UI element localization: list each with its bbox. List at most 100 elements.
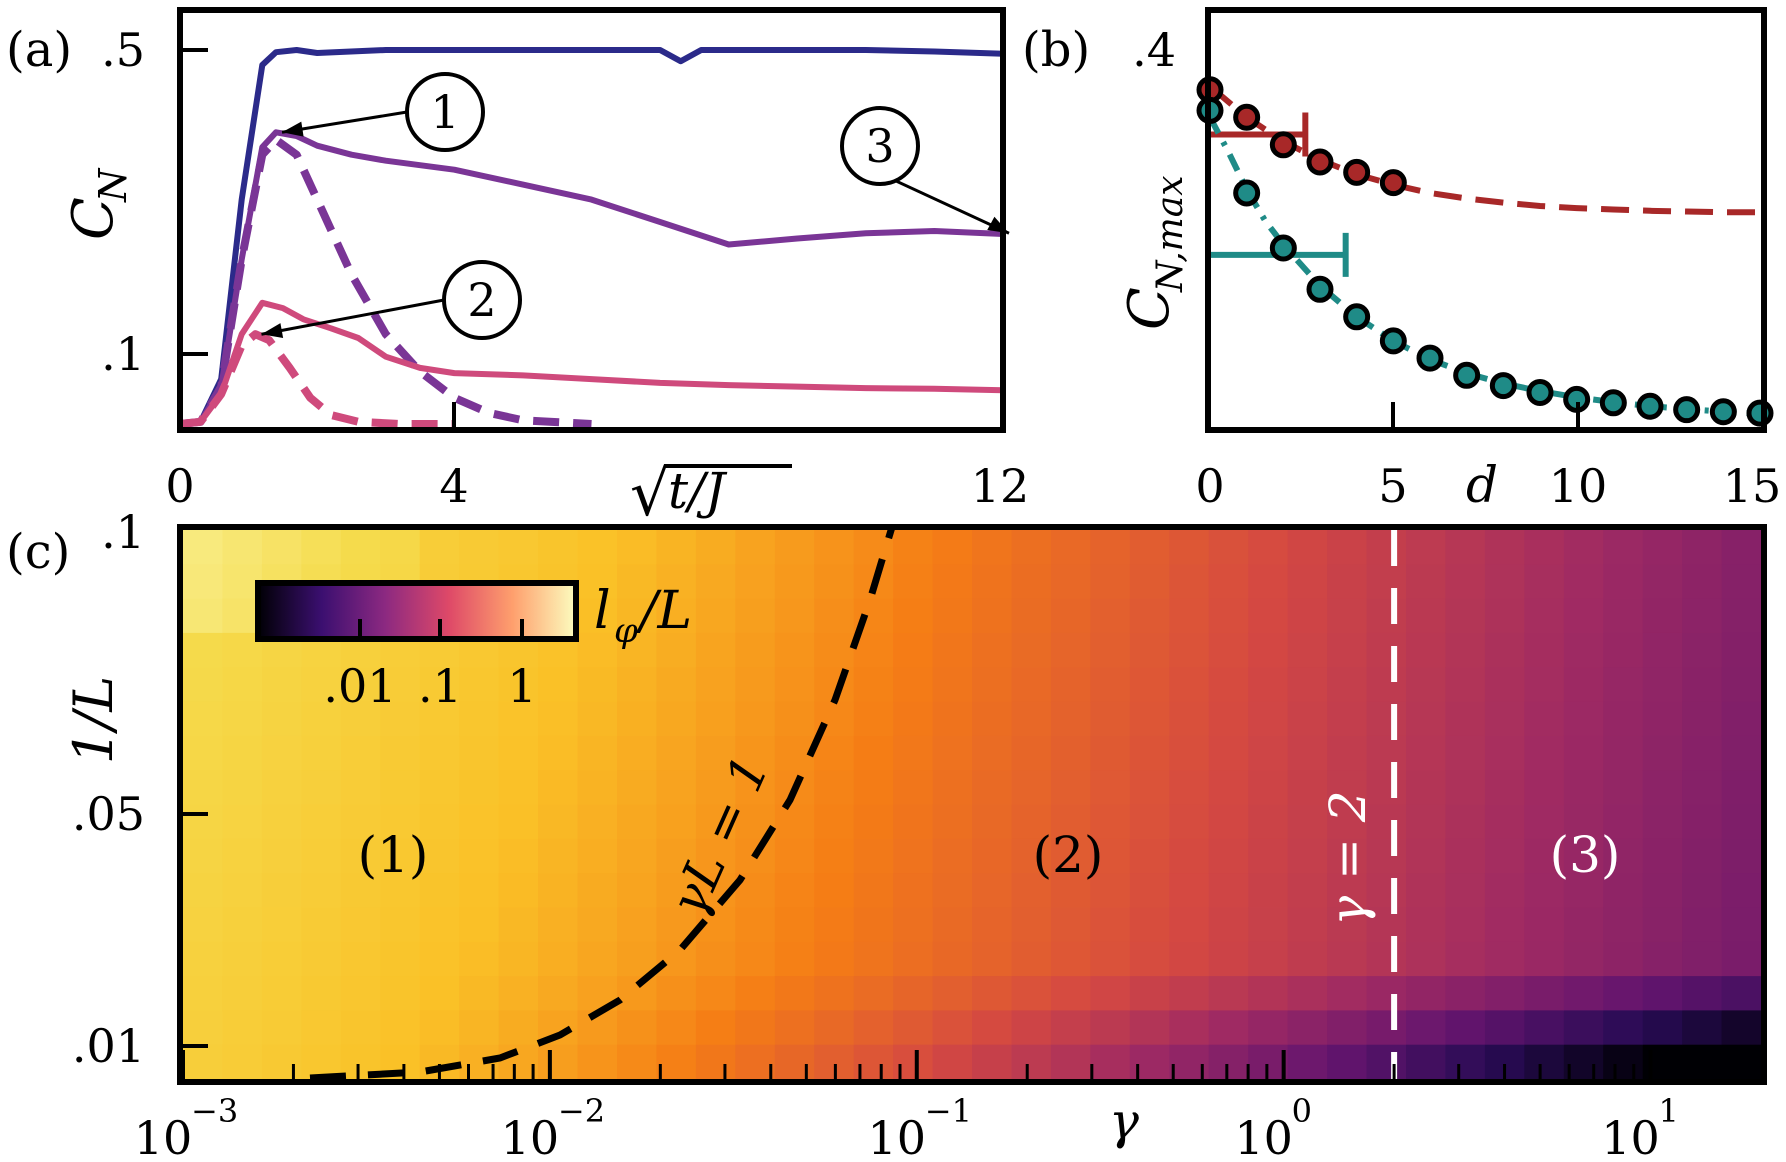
heatmap-cell <box>1406 598 1447 634</box>
heatmap-cell <box>183 804 224 840</box>
panel-c-ytick-label: .01 <box>72 1019 145 1073</box>
heatmap-cell <box>1248 667 1289 703</box>
heatmap-cell <box>222 976 263 1012</box>
heatmap-cell <box>538 907 579 943</box>
region-label: (2) <box>1033 826 1104 884</box>
heatmap-cell <box>1090 667 1131 703</box>
panel-a-xlabel: t/J <box>668 462 728 520</box>
heatmap-cell <box>1524 976 1565 1012</box>
heatmap-cell <box>1011 1010 1052 1046</box>
heatmap-cell <box>617 564 658 600</box>
heatmap-cell <box>419 530 460 566</box>
region-label: (1) <box>358 826 429 884</box>
heatmap-cell <box>301 838 342 874</box>
heatmap-cell <box>1563 530 1605 566</box>
heatmap-cell <box>1603 1044 1644 1080</box>
heatmap-cell <box>1484 941 1526 977</box>
heatmap-cell <box>1484 907 1526 943</box>
heatmap-cell <box>656 564 697 600</box>
panel-b-point <box>1343 303 1371 331</box>
heatmap-cell <box>893 735 934 771</box>
heatmap-cell <box>1090 976 1131 1012</box>
heatmap-cell <box>1050 838 1092 874</box>
heatmap-cell <box>1484 873 1526 909</box>
heatmap-cell <box>972 941 1013 977</box>
heatmap-cell <box>617 907 658 943</box>
heatmap-cell <box>932 873 973 909</box>
heatmap-cell <box>1445 564 1486 600</box>
heatmap-cell <box>498 701 539 737</box>
heatmap-cell <box>1011 667 1052 703</box>
panel-b-point <box>1379 327 1407 355</box>
heatmap-cell <box>1563 1010 1605 1046</box>
heatmap-cell <box>1129 735 1171 771</box>
panel-b-point <box>1673 396 1701 424</box>
heatmap-cell <box>735 598 776 634</box>
heatmap-cell <box>893 1010 934 1046</box>
panel-b-point <box>1306 148 1334 176</box>
heatmap-cell <box>1366 1044 1407 1080</box>
heatmap-cell <box>1721 1044 1762 1080</box>
heatmap-cell <box>1563 598 1605 634</box>
heatmap-cell <box>340 530 382 566</box>
heatmap-cell <box>893 804 934 840</box>
heatmap-cell <box>1366 735 1407 771</box>
heatmap-cell <box>1603 632 1644 668</box>
panel-c-xtick-exponent: 0 <box>1292 1092 1312 1130</box>
heatmap-cell <box>932 976 973 1012</box>
heatmap-cell <box>814 976 855 1012</box>
heatmap-cell <box>1563 564 1605 600</box>
heatmap-cell <box>183 873 224 909</box>
panel-a-ytick-label: .5 <box>101 23 145 77</box>
heatmap-cell <box>932 804 973 840</box>
heatmap-cell <box>814 564 855 600</box>
panel-a-xtick-label: 12 <box>971 459 1030 513</box>
heatmap-cell <box>1721 667 1762 703</box>
heatmap-cell <box>1721 1010 1762 1046</box>
heatmap-cell <box>1287 838 1328 874</box>
heatmap-cell <box>498 530 539 566</box>
heatmap-cell <box>932 735 973 771</box>
heatmap-cell <box>538 735 579 771</box>
heatmap-cell <box>301 976 342 1012</box>
heatmap-cell <box>1090 735 1131 771</box>
heatmap-cell <box>1050 598 1092 634</box>
heatmap-cell <box>1563 667 1605 703</box>
panel-a-series-line-4 <box>179 330 455 428</box>
heatmap-cell <box>459 873 500 909</box>
heatmap-cell <box>1682 976 1723 1012</box>
heatmap-cell <box>419 873 460 909</box>
heatmap-cell <box>1406 735 1447 771</box>
heatmap-cell <box>1248 598 1289 634</box>
heatmap-cell <box>1682 770 1723 806</box>
heatmap-cell <box>774 838 816 874</box>
heatmap-cell <box>1406 804 1447 840</box>
panel-a-ylabel-main: C <box>61 197 126 240</box>
panel-c-frame <box>177 524 1767 1085</box>
heatmap-cell <box>1406 976 1447 1012</box>
heatmap-cell <box>577 941 618 977</box>
heatmap-cell <box>656 941 697 977</box>
heatmap-cell <box>735 1044 776 1080</box>
heatmap-cell <box>498 1010 539 1046</box>
heatmap-cell <box>1208 838 1249 874</box>
heatmap-cell <box>1129 976 1171 1012</box>
heatmap-cell <box>1524 804 1565 840</box>
heatmap-cell <box>1090 941 1131 977</box>
heatmap-cell <box>1169 564 1210 600</box>
heatmap-cell <box>301 907 342 943</box>
heatmap-cell <box>340 735 382 771</box>
heatmap-cell <box>1327 530 1368 566</box>
heatmap-cell <box>1406 667 1447 703</box>
heatmap-cell <box>1169 701 1210 737</box>
heatmap-cell <box>1327 667 1368 703</box>
heatmap-cell <box>380 941 421 977</box>
heatmap-cell <box>695 804 737 840</box>
heatmap-cell <box>498 735 539 771</box>
panel-c-xtick-exponent: −3 <box>191 1092 238 1130</box>
heatmap-cell <box>577 873 618 909</box>
heatmap-cell <box>340 838 382 874</box>
heatmap-cell <box>735 1010 776 1046</box>
heatmap-cell <box>538 873 579 909</box>
heatmap-cell <box>972 907 1013 943</box>
